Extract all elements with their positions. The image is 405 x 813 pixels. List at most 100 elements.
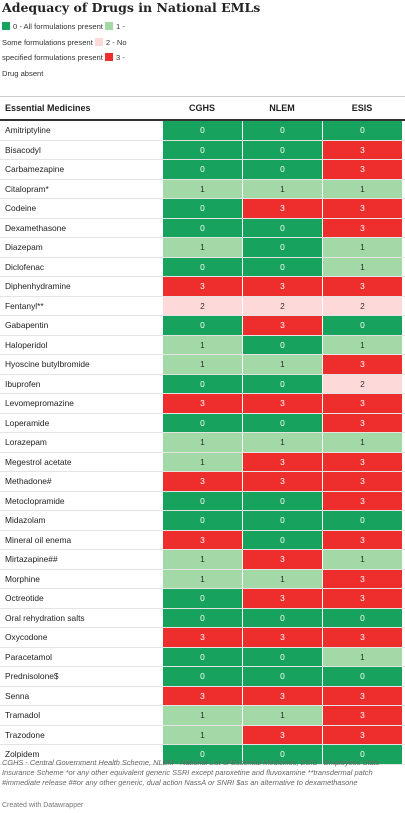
value-cell: 0	[162, 160, 242, 179]
value-cell: 0	[242, 335, 322, 354]
value-cell: 3	[162, 277, 242, 296]
value-cell: 0	[322, 667, 402, 686]
value-cell: 1	[162, 452, 242, 471]
table-row: Haloperidol 1 0 1	[0, 335, 405, 355]
value-cell: 1	[162, 550, 242, 569]
medicine-name: Amitriptyline	[5, 125, 51, 136]
value-cell: 0	[242, 238, 322, 257]
value-cell: 3	[322, 472, 402, 491]
medicine-name: Levomepromazine	[5, 398, 74, 409]
table-row: Bisacodyl 0 0 3	[0, 140, 405, 160]
value-cell: 1	[242, 706, 322, 725]
value-cell: 0	[162, 589, 242, 608]
medicine-name: Senna	[5, 690, 30, 701]
legend-swatch	[105, 53, 114, 61]
legend-label: 1 - Some formulations present	[2, 22, 125, 47]
value-cell: 1	[162, 238, 242, 257]
value-cell: 0	[162, 511, 242, 530]
value-cell: 1	[322, 647, 402, 666]
table-row: Dexamethasone 0 0 3	[0, 218, 405, 238]
medicine-name: Gabapentin	[5, 320, 49, 331]
value-cell: 3	[242, 452, 322, 471]
value-cell: 0	[242, 140, 322, 159]
table-row: Tramadol 1 1 3	[0, 706, 405, 726]
medicine-name: Midazolam	[5, 515, 46, 526]
header-row: Essential Medicines CGHS NLEM ESIS	[0, 97, 405, 121]
value-cell: 0	[162, 121, 242, 140]
medicine-name: Loperamide	[5, 417, 50, 428]
value-cell: 0	[322, 121, 402, 140]
table-row: Hyoscine butylbromide 1 1 3	[0, 355, 405, 375]
legend: 0 - All formulations present 1 - Some fo…	[2, 19, 142, 81]
medicine-name: Carbamezapine	[5, 164, 65, 175]
value-cell: 0	[162, 491, 242, 510]
value-cell: 0	[242, 745, 322, 764]
table-row: Methadone# 3 3 3	[0, 472, 405, 492]
medicine-name: Dexamethasone	[5, 222, 66, 233]
value-cell: 1	[162, 179, 242, 198]
value-cell: 0	[162, 140, 242, 159]
value-cell: 3	[322, 706, 402, 725]
value-cell: 1	[322, 257, 402, 276]
table-row: Prednisolone$ 0 0 0	[0, 667, 405, 687]
medicine-name: Hyoscine butylbromide	[5, 359, 90, 370]
medicine-name: Ibuprofen	[5, 378, 41, 389]
value-cell: 3	[322, 413, 402, 432]
value-cell: 3	[322, 160, 402, 179]
value-cell: 2	[322, 296, 402, 315]
legend-label: 0 - All formulations present	[13, 22, 103, 31]
value-cell: 0	[242, 667, 322, 686]
medicine-name: Mirtazapine##	[5, 554, 58, 565]
table-row: Oral rehydration salts 0 0 0	[0, 608, 405, 628]
medicine-name: Codeine	[5, 203, 37, 214]
table-row: Octreotide 0 3 3	[0, 589, 405, 609]
value-cell: 3	[242, 472, 322, 491]
table-row: Gabapentin 0 3 0	[0, 316, 405, 336]
value-cell: 1	[242, 179, 322, 198]
value-cell: 1	[162, 433, 242, 452]
value-cell: 0	[242, 530, 322, 549]
table-row: Loperamide 0 0 3	[0, 413, 405, 433]
value-cell: 0	[162, 374, 242, 393]
value-cell: 0	[242, 491, 322, 510]
table-row: Megestrol acetate 1 3 3	[0, 452, 405, 472]
medicine-name: Oral rehydration salts	[5, 612, 85, 623]
medicine-name: Zolpidem	[5, 749, 40, 760]
value-cell: 3	[322, 199, 402, 218]
value-cell: 1	[322, 433, 402, 452]
value-cell: 3	[322, 686, 402, 705]
value-cell: 1	[162, 725, 242, 744]
legend-item: 0 - All formulations present	[2, 22, 105, 31]
value-cell: 0	[162, 257, 242, 276]
medicine-name: Methadone#	[5, 476, 52, 487]
medicine-name: Megestrol acetate	[5, 456, 72, 467]
table-row: Amitriptyline 0 0 0	[0, 121, 405, 141]
table-row: Morphine 1 1 3	[0, 569, 405, 589]
table-row: Midazolam 0 0 0	[0, 511, 405, 531]
table-row: Paracetamol 0 0 1	[0, 647, 405, 667]
table-row: Ibuprofen 0 0 2	[0, 374, 405, 394]
value-cell: 3	[242, 394, 322, 413]
value-cell: 0	[162, 218, 242, 237]
medicine-name: Tramadol	[5, 710, 41, 721]
value-cell: 3	[322, 725, 402, 744]
value-cell: 0	[242, 413, 322, 432]
table: Essential Medicines CGHS NLEM ESIS Amitripty…	[0, 96, 405, 765]
value-cell: 0	[242, 218, 322, 237]
table-row: Fentanyl** 2 2 2	[0, 296, 405, 316]
title: Adequacy of Drugs in National EMLs	[2, 0, 261, 15]
value-cell: 1	[162, 335, 242, 354]
medicine-name: Oxycodone	[5, 632, 48, 643]
table-row: Levomepromazine 3 3 3	[0, 394, 405, 414]
value-cell: 3	[322, 394, 402, 413]
value-cell: 0	[162, 647, 242, 666]
value-cell: 0	[162, 667, 242, 686]
value-cell: 3	[242, 589, 322, 608]
table-row: Diclofenac 0 0 1	[0, 257, 405, 277]
table-row: Zolpidem 0 0 0	[0, 745, 405, 765]
value-cell: 3	[322, 277, 402, 296]
value-cell: 0	[322, 745, 402, 764]
value-cell: 3	[322, 355, 402, 374]
table-row: Mineral oil enema 3 0 3	[0, 530, 405, 550]
value-cell: 1	[322, 335, 402, 354]
